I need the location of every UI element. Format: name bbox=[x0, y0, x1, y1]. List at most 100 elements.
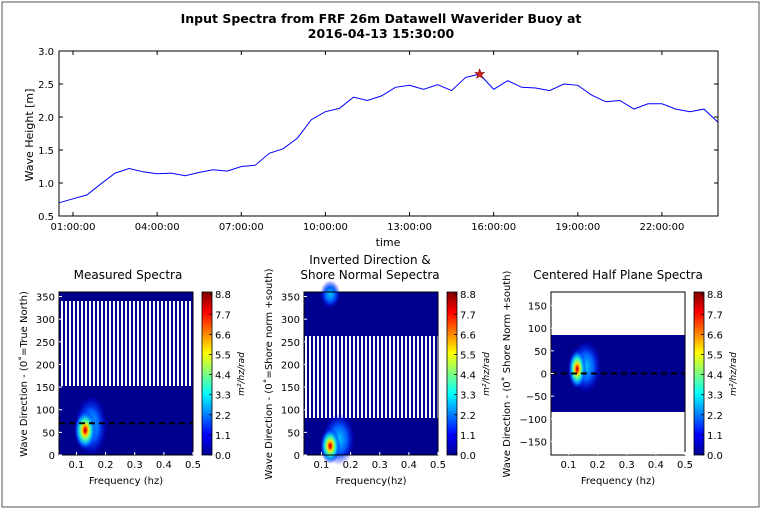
colorbar-tick-label: 3.3 bbox=[707, 391, 723, 402]
centered-spectra-xlabel: Frequency (hz) bbox=[581, 476, 655, 487]
ytick-label: 100 bbox=[528, 324, 547, 335]
colorbar-tick-label: 1.1 bbox=[460, 431, 476, 442]
centered-spectra-colorbar-label: m²/hz/rad bbox=[729, 352, 739, 396]
measured-spectra-colorbar-ticks: 0.0 1.1 2.2 3.3 4.4 5.5 6.6 7.7 8.8 bbox=[209, 290, 231, 462]
centered-spectra-colorbar-ticks: 0.0 1.1 2.2 3.3 4.4 5.5 6.6 7.7 8.8 bbox=[701, 290, 723, 462]
ytick-label: 150 bbox=[528, 302, 547, 313]
measured-spectra-peak-energy bbox=[74, 410, 97, 451]
inverted-spectra-title-line2: Shore Normal Sepectra bbox=[300, 268, 439, 282]
ytick-label: 100 bbox=[36, 406, 55, 417]
ytick-label: 150 bbox=[281, 383, 300, 394]
ytick-label: 350 bbox=[281, 293, 300, 304]
colorbar-tick-label: 0.0 bbox=[215, 451, 231, 462]
inverted-spectra-frame bbox=[303, 291, 439, 456]
xtick-label: 0.4 bbox=[648, 460, 664, 471]
colorbar-tick-label: 8.8 bbox=[460, 290, 476, 301]
colorbar-tick-label: 8.8 bbox=[215, 290, 231, 301]
colorbar-tick-label: 6.6 bbox=[460, 330, 476, 341]
ytick-label: 200 bbox=[36, 360, 55, 371]
wave-height-series-line bbox=[58, 73, 719, 204]
ytick-label: 1.5 bbox=[38, 146, 54, 157]
colorbar-tick-label: 4.4 bbox=[215, 371, 231, 382]
xtick-label: 0.2 bbox=[98, 460, 114, 471]
ytick-label: 150 bbox=[36, 383, 55, 394]
ytick-label: 0 bbox=[49, 451, 55, 462]
inverted-spectra-peak-energy bbox=[320, 427, 341, 464]
ytick-label: −150 bbox=[520, 437, 547, 448]
colorbar-tick-label: 5.5 bbox=[215, 351, 231, 362]
figure-title-line2: 2016-04-13 15:30:00 bbox=[308, 26, 455, 41]
xtick-label: 04:00:00 bbox=[135, 222, 180, 233]
colorbar-tick-label: 2.2 bbox=[707, 411, 723, 422]
colorbar-tick-label: 5.5 bbox=[460, 351, 476, 362]
measured-spectra-ylabel: Wave Direction - (0˚=True North) bbox=[18, 291, 30, 457]
ytick-label: 50 bbox=[287, 428, 300, 439]
colorbar-tick-label: 3.3 bbox=[460, 391, 476, 402]
ytick-label: 300 bbox=[281, 315, 300, 326]
measured-spectra-title: Measured Spectra bbox=[74, 268, 183, 282]
centered-spectra-ylabel: Wave Direction - (0˚ Shore Norm +south) bbox=[501, 270, 513, 477]
centered-spectra-ticks: 0.1 0.2 0.3 0.4 0.5 −150 −100 −50 0 50 100 150 bbox=[520, 302, 693, 471]
xtick-label: 0.4 bbox=[401, 460, 417, 471]
measured-spectra-panel: Measured Spectra 0.1 0.2 0.3 0.4 0.5 0 50 100 15… bbox=[18, 268, 247, 487]
measured-spectra-colorbar bbox=[201, 291, 213, 456]
ytick-label: 50 bbox=[534, 347, 547, 358]
colorbar-tick-label: 7.7 bbox=[460, 310, 476, 321]
wave-height-ylabel: Wave Height [m] bbox=[23, 89, 36, 182]
inverted-spectra-colorbar-ticks: 0.0 1.1 2.2 3.3 4.4 5.5 6.6 7.7 8.8 bbox=[454, 290, 476, 462]
centered-spectra-peak-energy bbox=[568, 348, 587, 389]
colorbar-tick-label: 6.6 bbox=[707, 330, 723, 341]
inverted-spectra-colorbar-label: m²/hz/rad bbox=[482, 352, 492, 396]
colorbar-tick-label: 0.0 bbox=[707, 451, 723, 462]
ytick-label: 300 bbox=[36, 315, 55, 326]
figure-title-line1: Input Spectra from FRF 26m Datawell Wave… bbox=[181, 11, 582, 26]
colorbar-tick-label: 7.7 bbox=[707, 310, 723, 321]
xtick-label: 0.2 bbox=[343, 460, 359, 471]
xtick-label: 22:00:00 bbox=[639, 222, 684, 233]
colorbar-tick-label: 7.7 bbox=[215, 310, 231, 321]
ytick-label: 0 bbox=[294, 451, 300, 462]
ytick-label: 1.0 bbox=[38, 179, 54, 190]
inverted-spectra-ylabel: Wave Direction - (0˚=Shore norm +south) bbox=[263, 268, 275, 479]
xtick-label: 0.1 bbox=[561, 460, 577, 471]
colorbar-tick-label: 2.2 bbox=[215, 411, 231, 422]
colorbar-tick-label: 8.8 bbox=[707, 290, 723, 301]
colorbar-tick-label: 5.5 bbox=[707, 351, 723, 362]
xtick-label: 0.3 bbox=[127, 460, 143, 471]
ytick-label: 250 bbox=[36, 338, 55, 349]
wave-height-axes-ticks: 01:00:00 04:00:00 07:00:00 10:00:00 13:00:00… bbox=[38, 47, 718, 233]
xtick-label: 10:00:00 bbox=[303, 222, 348, 233]
centered-spectra-title: Centered Half Plane Spectra bbox=[533, 268, 703, 282]
ytick-label: 0 bbox=[541, 370, 547, 381]
xtick-label: 0.1 bbox=[69, 460, 85, 471]
ytick-label: −100 bbox=[520, 415, 547, 426]
inverted-spectra-colorbar bbox=[446, 291, 458, 456]
current-time-star-marker bbox=[474, 68, 486, 79]
colorbar-tick-label: 6.6 bbox=[215, 330, 231, 341]
wave-height-xlabel: time bbox=[376, 236, 401, 249]
ytick-label: −50 bbox=[526, 392, 547, 403]
colorbar-tick-label: 4.4 bbox=[460, 371, 476, 382]
inverted-spectra-xlabel: Frequency(hz) bbox=[335, 476, 406, 487]
measured-spectra-frame bbox=[58, 291, 194, 456]
colorbar-tick-label: 1.1 bbox=[707, 431, 723, 442]
ytick-label: 2.0 bbox=[38, 113, 54, 124]
xtick-label: 0.5 bbox=[185, 460, 201, 471]
centered-spectra-panel: Centered Half Plane Spectra 0.1 0.2 0.3 0.4… bbox=[501, 268, 739, 487]
ytick-label: 50 bbox=[42, 428, 55, 439]
wave-height-plot-frame bbox=[58, 50, 719, 217]
measured-spectra-ticks: 0.1 0.2 0.3 0.4 0.5 0 50 100 150 200 250 300 350 bbox=[36, 293, 201, 471]
measured-spectra-colorbar-label: m²/hz/rad bbox=[237, 352, 247, 396]
colorbar-tick-label: 2.2 bbox=[460, 411, 476, 422]
ytick-label: 3.0 bbox=[38, 47, 54, 58]
ytick-label: 200 bbox=[281, 360, 300, 371]
xtick-label: 16:00:00 bbox=[471, 222, 516, 233]
inverted-spectra-masked-region bbox=[304, 336, 438, 418]
inverted-spectra-panel: Inverted Direction & Shore Normal Sepect… bbox=[263, 253, 492, 487]
xtick-label: 0.3 bbox=[372, 460, 388, 471]
ytick-label: 250 bbox=[281, 338, 300, 349]
xtick-label: 0.4 bbox=[156, 460, 172, 471]
ytick-label: 0.5 bbox=[38, 212, 54, 223]
